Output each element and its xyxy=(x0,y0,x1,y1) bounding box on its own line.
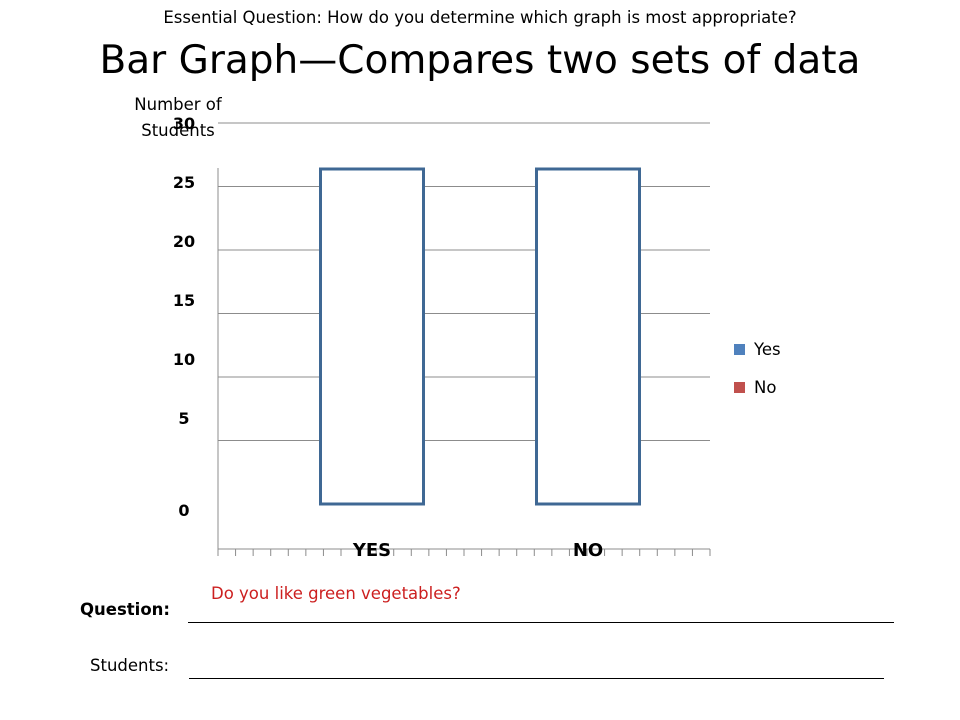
x-category-label-no: NO xyxy=(573,540,603,561)
chart-bars xyxy=(319,167,641,506)
legend-item-no: No xyxy=(734,368,781,406)
essential-question: Essential Question: How do you determine… xyxy=(163,8,797,27)
y-tick-label-30: 30 xyxy=(173,114,195,133)
legend-label-no: No xyxy=(754,377,777,397)
legend-label-yes: Yes xyxy=(754,339,781,359)
question-label: Question: xyxy=(80,600,171,619)
question-row: Question: Do you like green vegetables? xyxy=(80,584,895,628)
y-tick-label-5: 5 xyxy=(178,409,189,428)
y-axis-label: Number of Students xyxy=(134,95,222,140)
bar-yes xyxy=(319,167,425,506)
legend-swatch-yes xyxy=(734,343,745,355)
question-answer: Do you like green vegetables? xyxy=(211,584,461,603)
students-label: Students: xyxy=(90,656,170,675)
y-tick-label-20: 20 xyxy=(173,232,195,251)
chart-legend: Yes No xyxy=(734,330,781,406)
students-row: Students: xyxy=(90,656,890,686)
y-axis-ticks: 0 5 10 15 20 25 30 xyxy=(173,114,195,520)
x-axis-categories: YES NO xyxy=(352,540,603,561)
y-tick-label-15: 15 xyxy=(173,291,195,310)
y-tick-label-0: 0 xyxy=(178,501,189,520)
x-category-label-yes: YES xyxy=(352,540,391,561)
y-tick-label-10: 10 xyxy=(173,350,195,369)
y-tick-label-25: 25 xyxy=(173,173,195,192)
legend-swatch-no xyxy=(734,381,745,393)
bar-no xyxy=(535,167,641,506)
page-title: Bar Graph—Compares two sets of data xyxy=(99,38,861,83)
students-answer-line[interactable] xyxy=(189,678,884,679)
question-answer-line[interactable] xyxy=(188,622,894,623)
legend-item-yes: Yes xyxy=(734,330,781,368)
